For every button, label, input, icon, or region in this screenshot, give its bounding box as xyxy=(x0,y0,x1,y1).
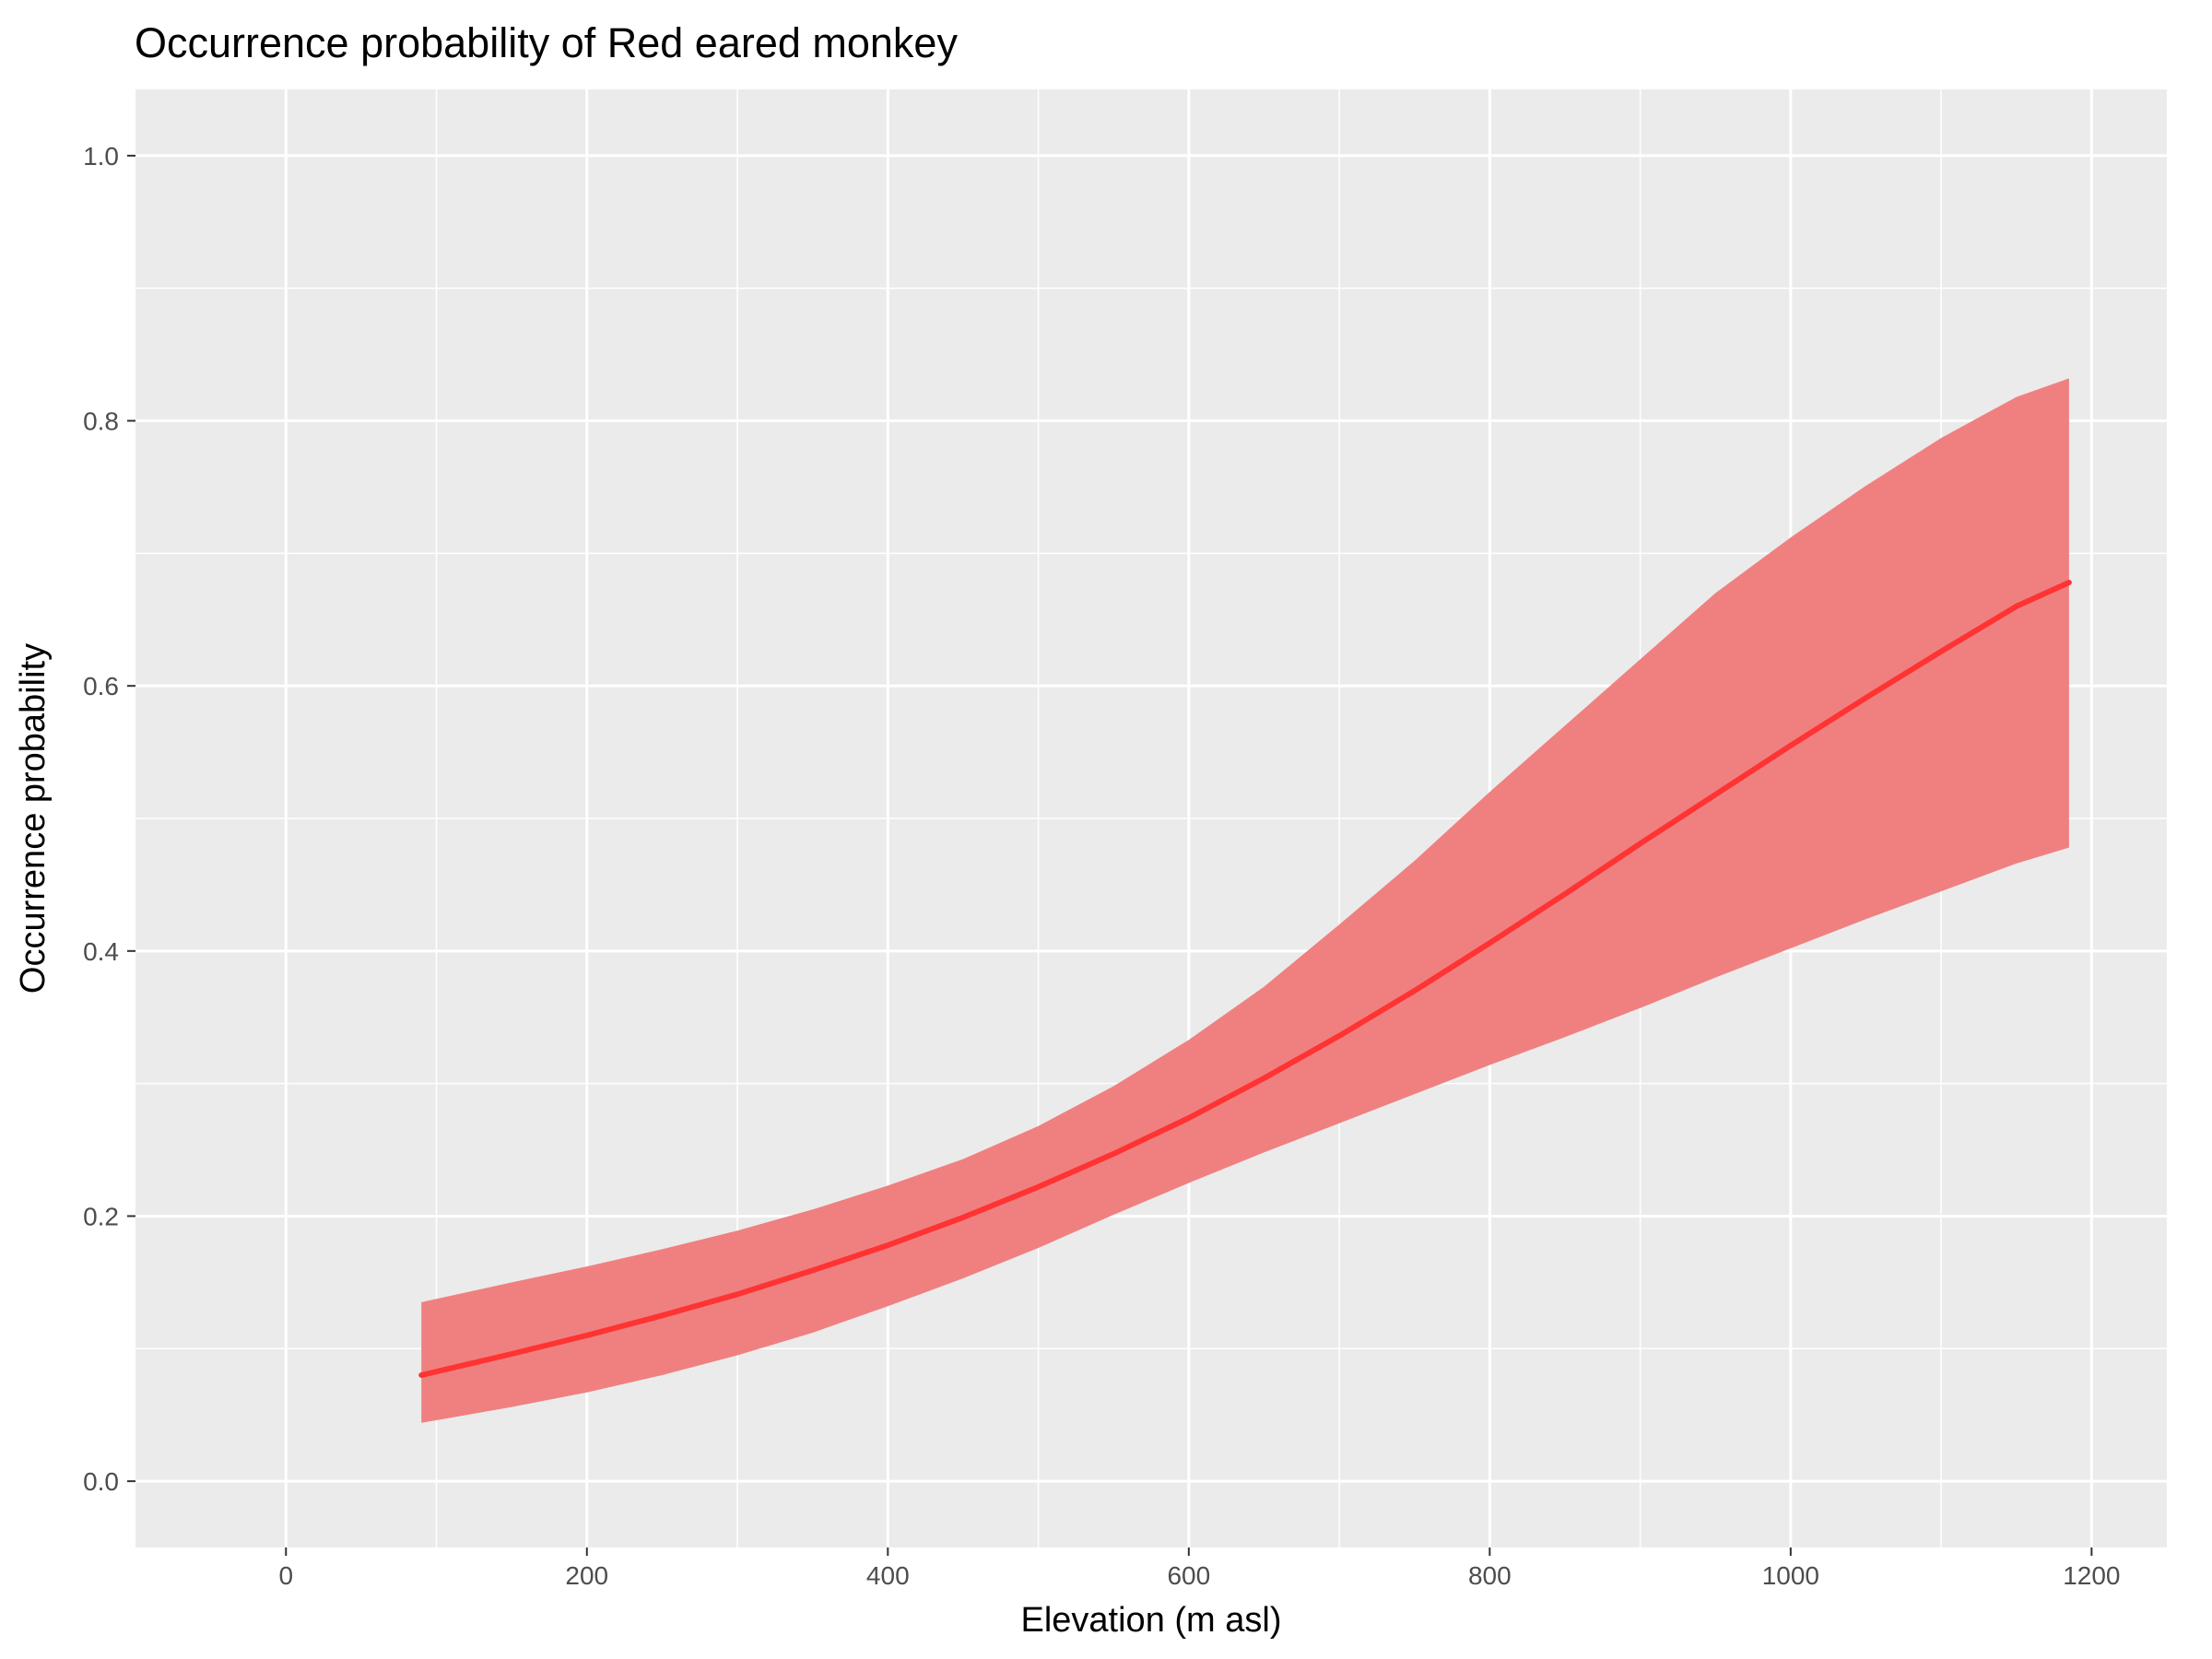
y-tick-label: 0.8 xyxy=(83,407,119,436)
y-tick-label: 0.6 xyxy=(83,672,119,700)
y-tick-label: 1.0 xyxy=(83,142,119,171)
y-axis-title: Occurrence probability xyxy=(14,643,53,994)
x-axis: 0 200 400 600 800 1000 1200 xyxy=(278,1547,2121,1590)
y-axis: 0.0 0.2 0.4 0.6 0.8 1.0 xyxy=(83,142,135,1496)
y-tick-label: 0.0 xyxy=(83,1467,119,1496)
x-tick-label: 1200 xyxy=(2063,1561,2120,1590)
y-tick-label: 0.4 xyxy=(83,937,119,966)
confidence-ribbon xyxy=(421,378,2069,1423)
x-tick-label: 0 xyxy=(278,1561,293,1590)
x-tick-label: 800 xyxy=(1468,1561,1512,1590)
y-tick-label: 0.2 xyxy=(83,1202,119,1230)
x-tick-label: 400 xyxy=(866,1561,910,1590)
fitted-line xyxy=(418,580,2072,1378)
chart-title: Occurrence probability of Red eared monk… xyxy=(135,19,958,66)
x-axis-title: Elevation (m asl) xyxy=(1021,1601,1282,1640)
x-tick-label: 1000 xyxy=(1762,1561,1819,1590)
x-tick-label: 600 xyxy=(1167,1561,1210,1590)
plot-panel xyxy=(135,89,2167,1547)
x-tick-label: 200 xyxy=(565,1561,608,1590)
major-gridlines xyxy=(135,89,2167,1547)
